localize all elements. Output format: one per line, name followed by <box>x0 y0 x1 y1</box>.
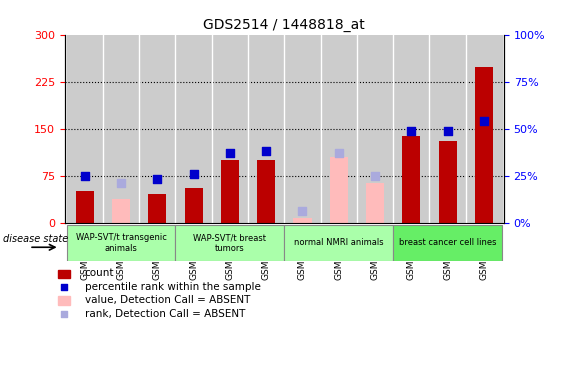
Bar <box>112 199 130 223</box>
Bar <box>466 35 502 223</box>
Text: breast cancer cell lines: breast cancer cell lines <box>399 238 497 247</box>
Bar <box>176 35 212 223</box>
Point <box>407 127 416 134</box>
Point <box>262 148 271 154</box>
Bar <box>357 35 393 223</box>
Bar <box>103 35 139 223</box>
Bar <box>185 188 203 223</box>
Bar <box>75 191 94 223</box>
Point <box>443 127 452 134</box>
Text: normal NMRI animals: normal NMRI animals <box>294 238 383 247</box>
Bar <box>439 141 457 223</box>
Point <box>117 180 126 186</box>
Bar <box>139 35 176 223</box>
Point <box>225 150 234 156</box>
Point <box>480 118 489 124</box>
Text: rank, Detection Call = ABSENT: rank, Detection Call = ABSENT <box>84 309 245 319</box>
Point <box>153 176 162 182</box>
Text: WAP-SVT/t breast
tumors: WAP-SVT/t breast tumors <box>193 233 266 253</box>
Bar <box>320 35 357 223</box>
Bar <box>257 160 275 223</box>
Title: GDS2514 / 1448818_at: GDS2514 / 1448818_at <box>203 18 365 32</box>
Bar <box>284 225 393 261</box>
Bar <box>475 67 493 223</box>
Bar <box>66 225 176 261</box>
Bar <box>212 35 248 223</box>
Bar <box>176 225 284 261</box>
Point <box>298 209 307 215</box>
Bar <box>221 160 239 223</box>
Text: value, Detection Call = ABSENT: value, Detection Call = ABSENT <box>84 295 250 305</box>
Bar <box>59 296 70 305</box>
Text: disease state: disease state <box>3 233 69 243</box>
Text: percentile rank within the sample: percentile rank within the sample <box>84 282 261 292</box>
Bar <box>293 218 311 223</box>
Bar <box>284 35 320 223</box>
Bar <box>148 195 166 223</box>
Point <box>60 311 69 317</box>
Bar <box>430 35 466 223</box>
Bar <box>59 270 70 278</box>
Bar <box>330 157 348 223</box>
Bar <box>393 35 430 223</box>
Bar <box>66 35 103 223</box>
Point <box>60 284 69 290</box>
Bar <box>403 136 421 223</box>
Point <box>370 173 379 179</box>
Text: WAP-SVT/t transgenic
animals: WAP-SVT/t transgenic animals <box>75 233 167 253</box>
Bar <box>248 35 284 223</box>
Bar <box>366 183 384 223</box>
Point <box>189 171 198 177</box>
Point <box>334 150 343 156</box>
Point <box>80 173 89 179</box>
Bar <box>393 225 502 261</box>
Text: count: count <box>84 268 114 278</box>
